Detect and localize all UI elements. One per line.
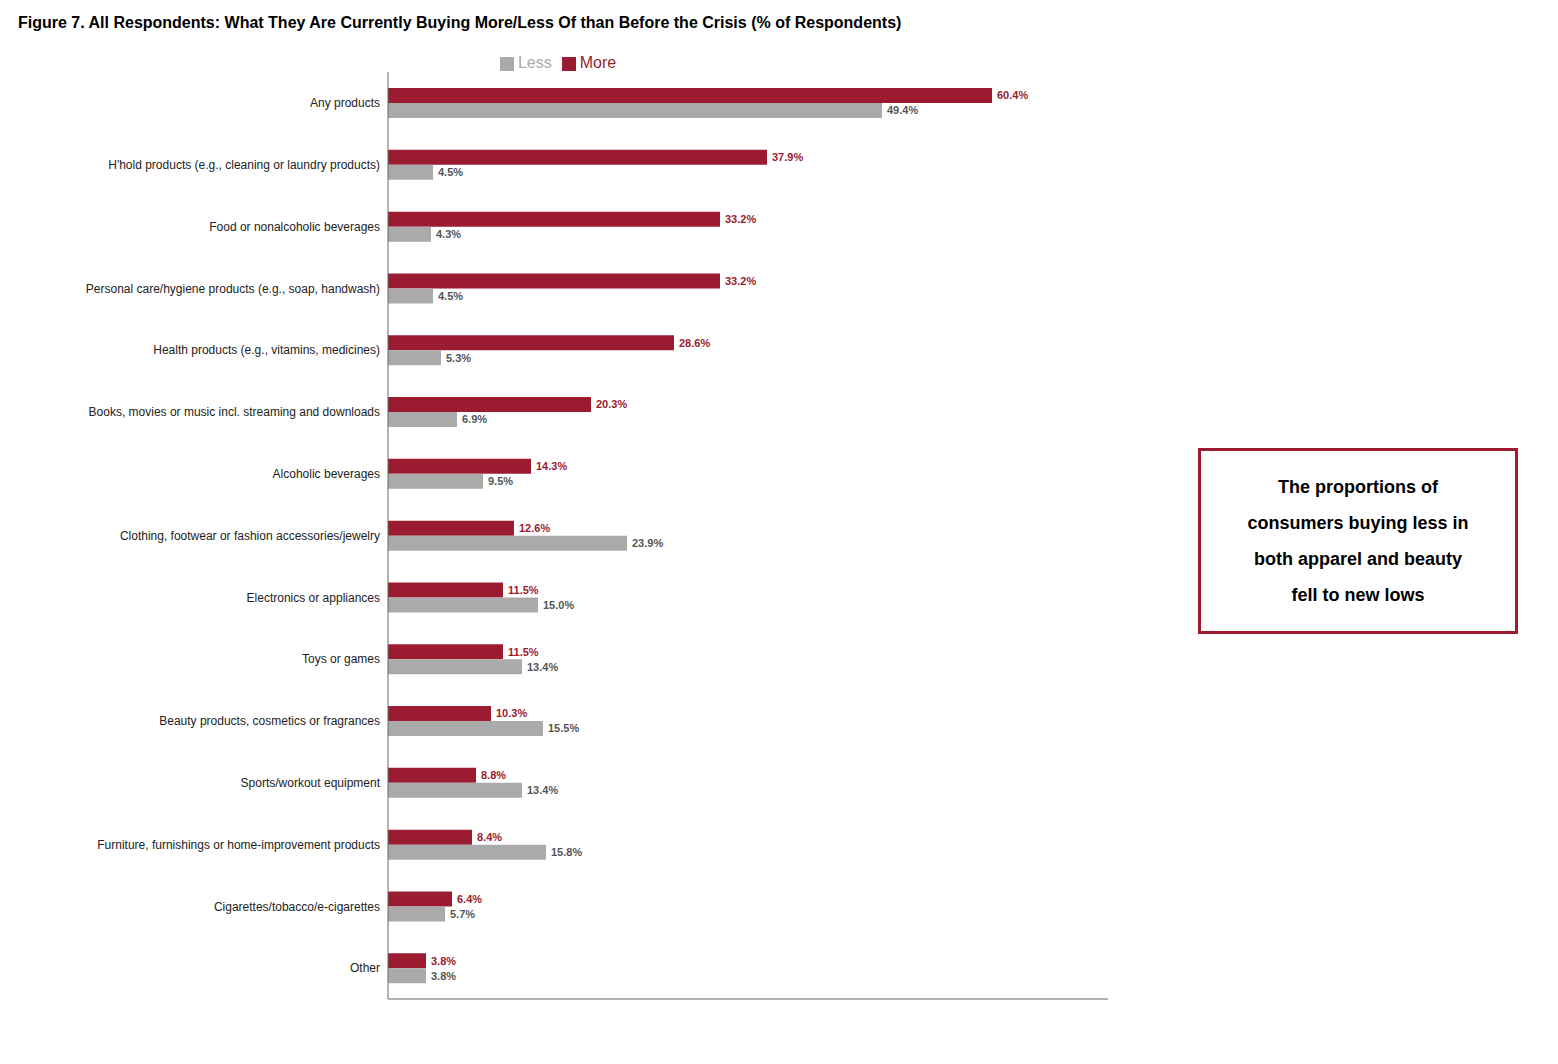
- svg-text:5.3%: 5.3%: [446, 352, 471, 364]
- svg-text:Beauty products, cosmetics or: Beauty products, cosmetics or fragrances: [159, 714, 380, 728]
- svg-text:Books, movies or music incl. s: Books, movies or music incl. streaming a…: [89, 405, 380, 419]
- svg-text:13.4%: 13.4%: [527, 661, 558, 673]
- svg-text:28.6%: 28.6%: [679, 337, 710, 349]
- svg-text:33.2%: 33.2%: [725, 213, 756, 225]
- html-text:The proportions of consumers b: The proportions of consumers buying less…: [1247, 477, 1469, 605]
- svg-text:37.9%: 37.9%: [772, 151, 803, 163]
- svg-text:4.5%: 4.5%: [438, 290, 463, 302]
- svg-text:13.4%: 13.4%: [527, 784, 558, 796]
- svg-text:Any products: Any products: [310, 96, 380, 110]
- svg-text:49.4%: 49.4%: [887, 104, 918, 116]
- svg-text:Food or nonalcoholic beverages: Food or nonalcoholic beverages: [209, 220, 380, 234]
- svg-text:Alcoholic beverages: Alcoholic beverages: [273, 467, 380, 481]
- svg-text:Electronics or appliances: Electronics or appliances: [247, 591, 380, 605]
- svg-text:33.2%: 33.2%: [725, 275, 756, 287]
- svg-text:H'hold products (e.g., cleanin: H'hold products (e.g., cleaning or laund…: [108, 158, 380, 172]
- svg-text:12.6%: 12.6%: [519, 522, 550, 534]
- svg-text:15.8%: 15.8%: [551, 846, 582, 858]
- svg-text:3.8%: 3.8%: [431, 970, 456, 982]
- svg-text:6.4%: 6.4%: [457, 893, 482, 905]
- svg-text:9.5%: 9.5%: [488, 475, 513, 487]
- svg-text:Cigarettes/tobacco/e-cigarette: Cigarettes/tobacco/e-cigarettes: [214, 900, 380, 914]
- svg-text:60.4%: 60.4%: [997, 89, 1028, 101]
- svg-text:11.5%: 11.5%: [508, 646, 539, 658]
- svg-text:23.9%: 23.9%: [632, 537, 663, 549]
- svg-text:Furniture, furnishings or home: Furniture, furnishings or home-improveme…: [97, 838, 380, 852]
- svg-text:3.8%: 3.8%: [431, 955, 456, 967]
- svg-text:8.4%: 8.4%: [477, 831, 502, 843]
- svg-text:20.3%: 20.3%: [596, 398, 627, 410]
- html-text:Figure 7. All Respondents: Wha: Figure 7. All Respondents: What They Are…: [18, 14, 902, 31]
- html-text:More: More: [579, 54, 617, 71]
- svg-text:15.5%: 15.5%: [548, 722, 579, 734]
- svg-text:Clothing, footwear or fashion: Clothing, footwear or fashion accessorie…: [120, 529, 380, 543]
- svg-text:Personal care/hygiene products: Personal care/hygiene products (e.g., so…: [86, 282, 380, 296]
- svg-text:8.8%: 8.8%: [481, 769, 506, 781]
- svg-text:Health products (e.g., vitamin: Health products (e.g., vitamins, medicin…: [153, 343, 380, 357]
- svg-text:Toys or games: Toys or games: [302, 652, 380, 666]
- svg-text:Sports/workout equipment: Sports/workout equipment: [241, 776, 381, 790]
- html-text:Less: Less: [517, 54, 552, 71]
- svg-text:14.3%: 14.3%: [536, 460, 567, 472]
- svg-text:4.3%: 4.3%: [436, 228, 461, 240]
- svg-text:6.9%: 6.9%: [462, 413, 487, 425]
- svg-text:11.5%: 11.5%: [508, 584, 539, 596]
- svg-text:Other: Other: [350, 961, 380, 975]
- svg-text:15.0%: 15.0%: [543, 599, 574, 611]
- svg-text:5.7%: 5.7%: [450, 908, 475, 920]
- svg-text:10.3%: 10.3%: [496, 707, 527, 719]
- svg-text:4.5%: 4.5%: [438, 166, 463, 178]
